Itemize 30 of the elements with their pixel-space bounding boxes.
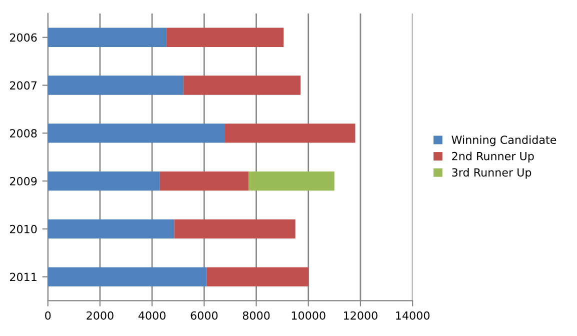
y-tick-label: 2009 (10, 176, 37, 186)
bar (48, 219, 174, 238)
y-tick-label: 2008 (10, 129, 37, 138)
bar (48, 76, 184, 95)
legend-label: 2nd Runner Up (452, 152, 534, 162)
bar (48, 28, 166, 47)
x-tick-label: 0 (45, 311, 51, 320)
x-tick-label: 14000 (396, 311, 430, 320)
bar (48, 171, 160, 191)
bar (225, 124, 356, 143)
x-tick-label: 8000 (242, 311, 270, 320)
x-tick-label: 4000 (138, 311, 166, 320)
bar (166, 28, 284, 47)
bar (248, 171, 334, 191)
bar (174, 219, 296, 238)
y-tick-label: 2011 (10, 272, 36, 282)
bar (206, 267, 308, 286)
x-tick-label: 12000 (344, 311, 378, 320)
legend-label: Winning Candidate (452, 135, 556, 146)
x-tick-label: 10000 (292, 311, 326, 320)
legend-label: 3rd Runner Up (452, 168, 532, 179)
bar (48, 124, 226, 143)
bar (160, 171, 248, 191)
x-tick-label: 6000 (190, 311, 218, 320)
bar (48, 267, 207, 286)
y-tick-label: 2010 (10, 224, 37, 234)
y-tick-label: 2006 (10, 33, 37, 42)
y-tick-label: 2007 (10, 81, 37, 90)
x-tick-label: 2000 (86, 311, 114, 320)
bar (183, 76, 301, 95)
